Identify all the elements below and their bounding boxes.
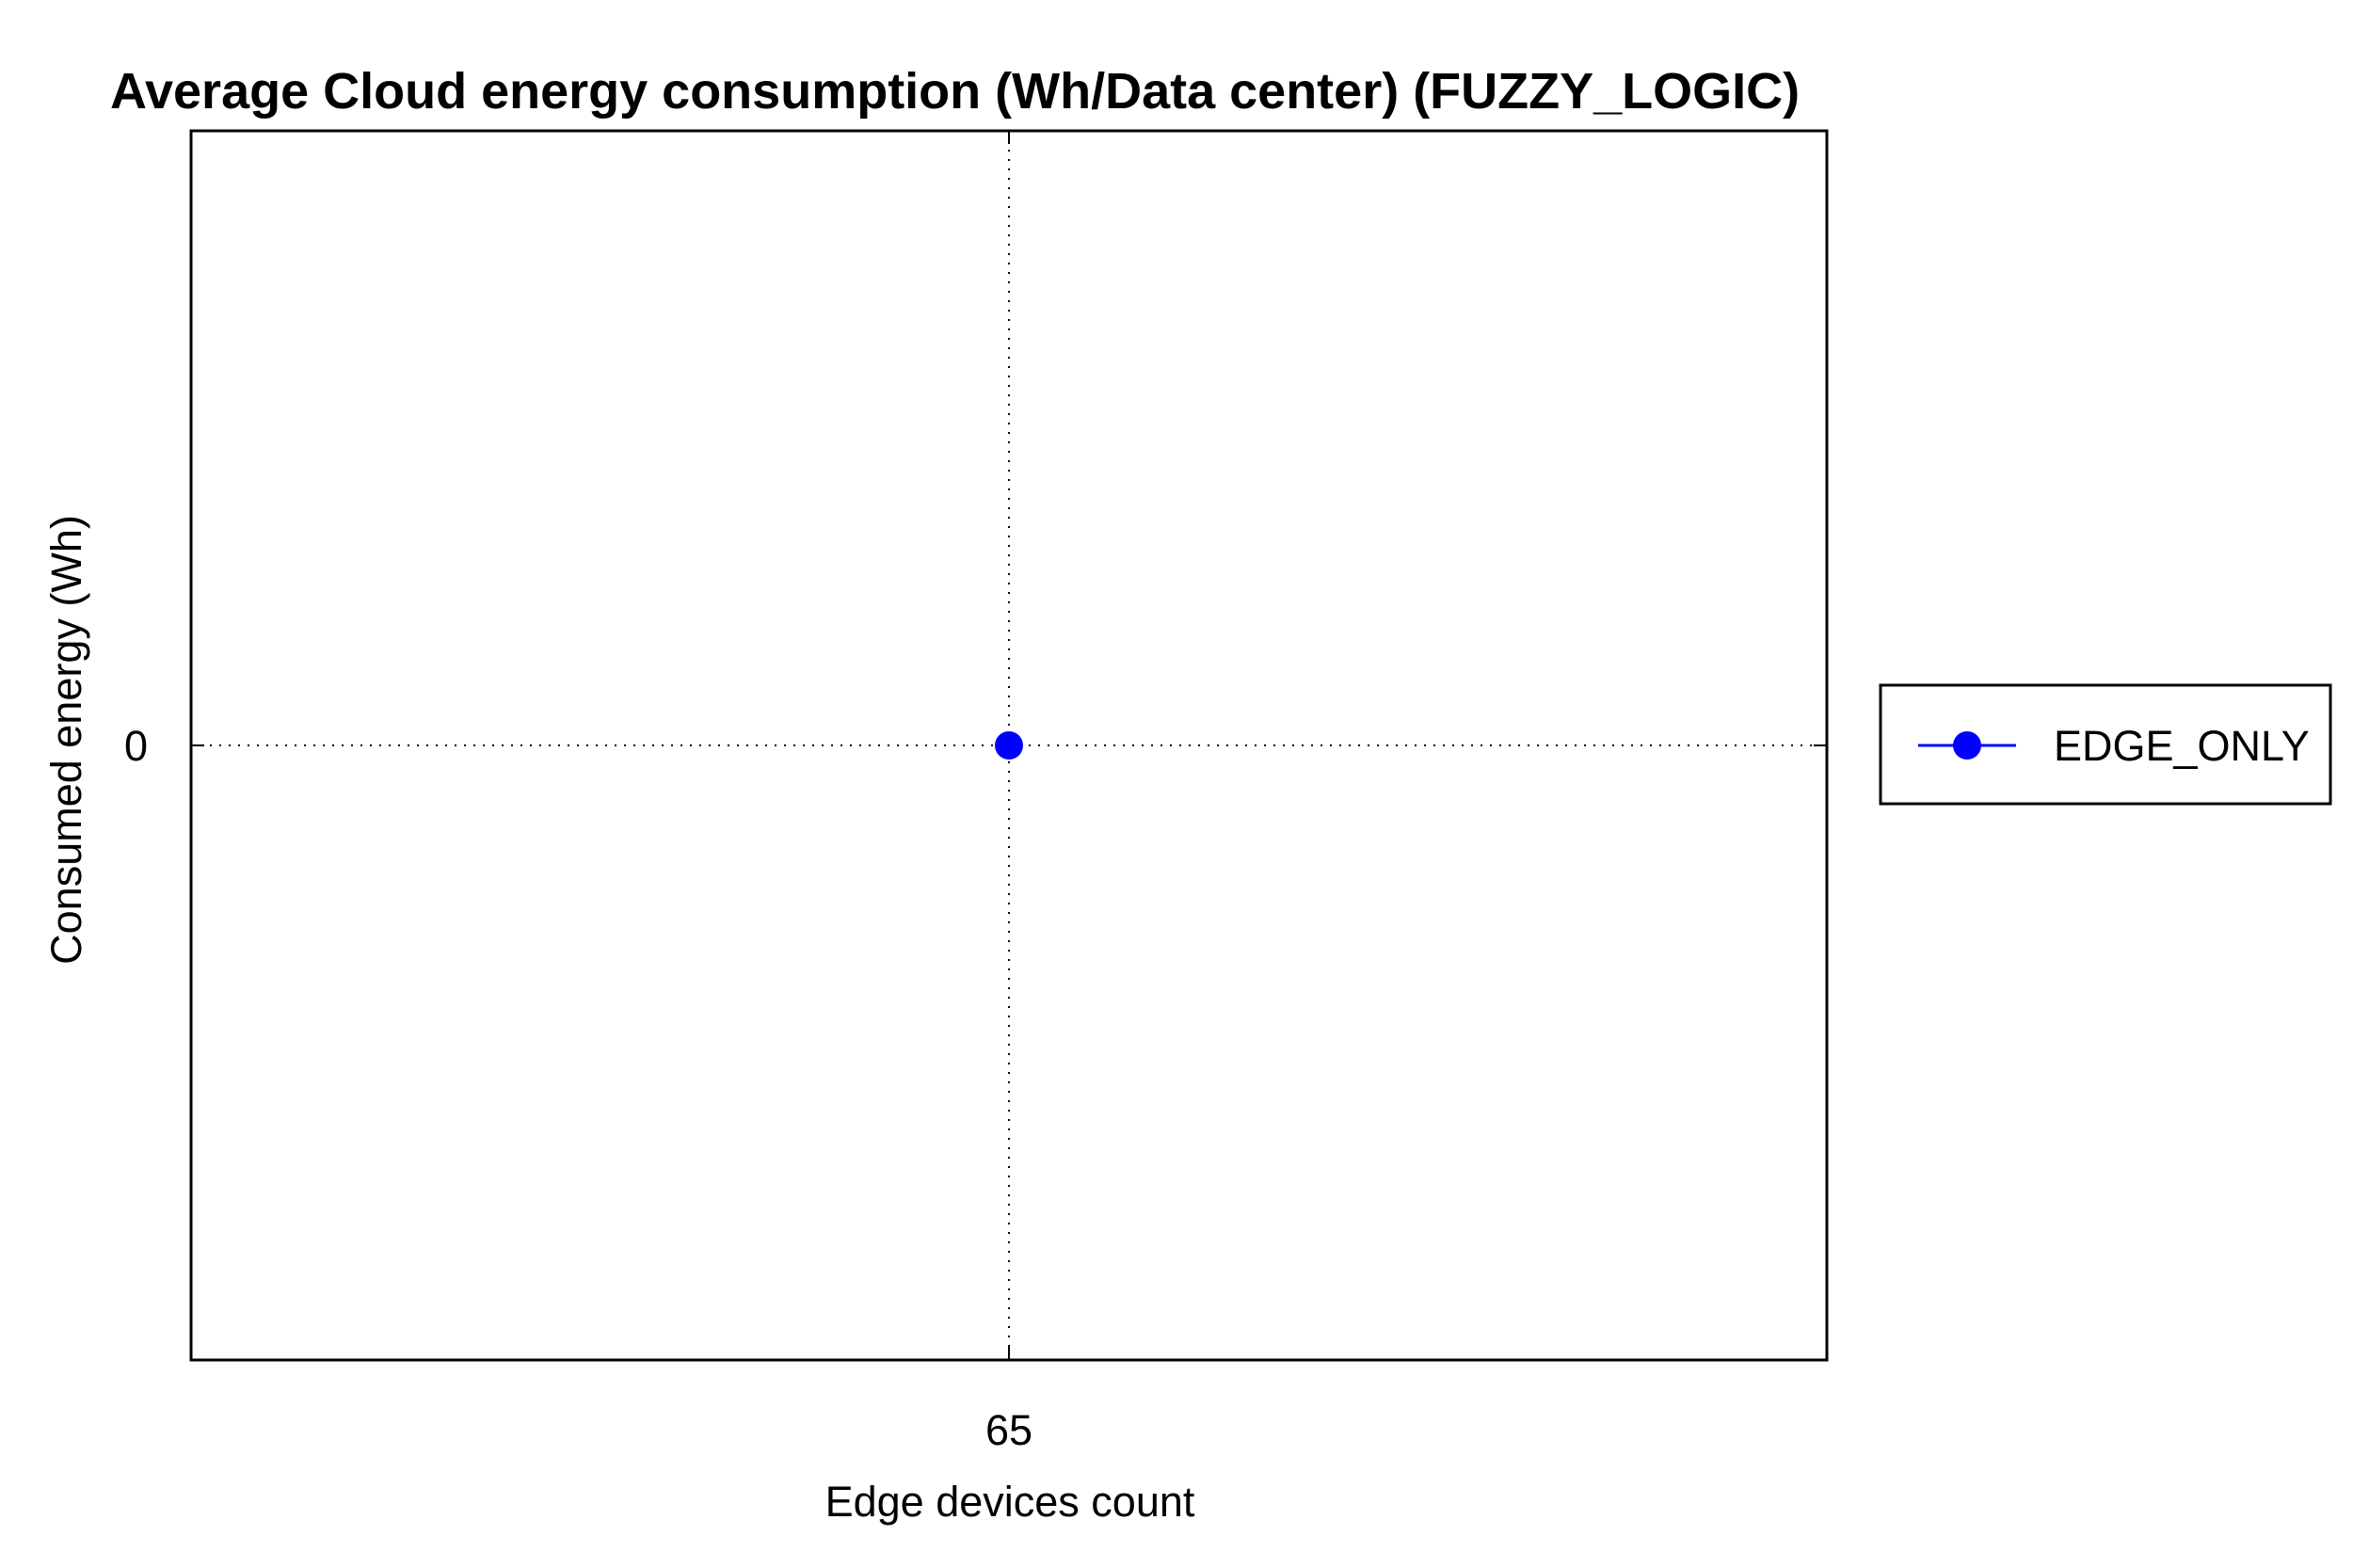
legend-label: EDGE_ONLY	[2054, 722, 2310, 770]
legend: EDGE_ONLY	[1879, 683, 2332, 806]
series	[995, 731, 1023, 760]
ticks: 65 0	[124, 131, 1827, 1454]
y-axis-label: Consumed energy (Wh)	[42, 515, 90, 965]
plot-area: 65 0	[124, 129, 1829, 1454]
y-tick-label: 0	[124, 722, 148, 770]
x-tick-label: 65	[985, 1406, 1032, 1454]
x-axis-label: Edge devices count	[825, 1478, 1195, 1526]
legend-marker	[1953, 731, 1981, 760]
data-point	[995, 731, 1023, 760]
chart-title: Average Cloud energy consumption (Wh/Dat…	[110, 63, 1800, 120]
